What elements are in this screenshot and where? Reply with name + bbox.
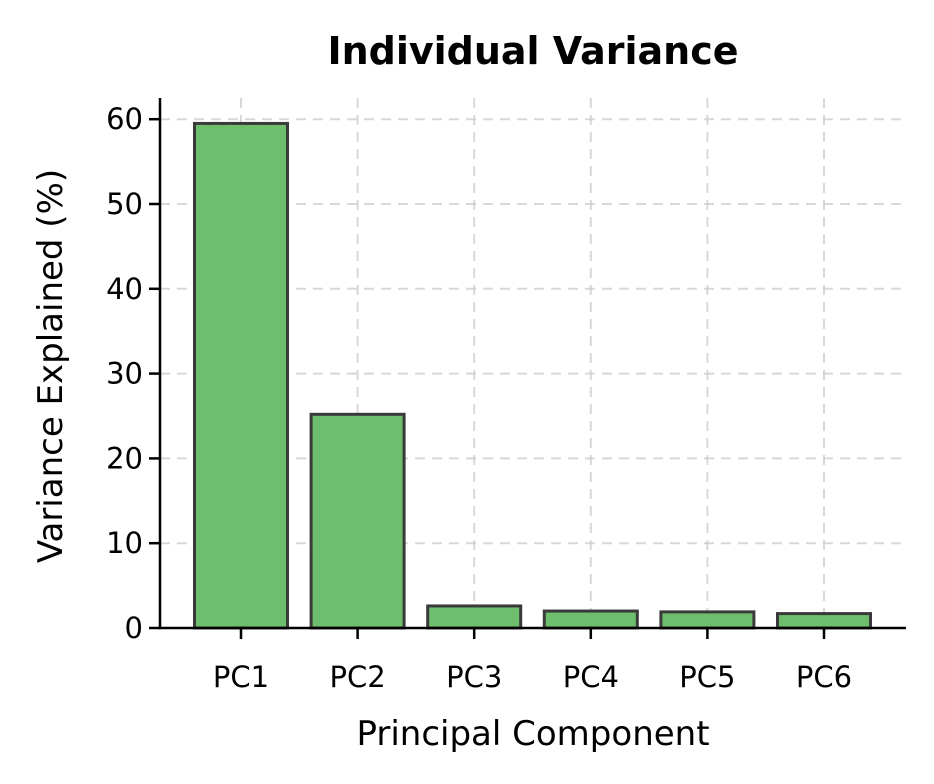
x-tick-label: PC4: [563, 660, 619, 694]
chart-title: Individual Variance: [327, 29, 738, 73]
y-tick-label: 60: [106, 102, 143, 136]
bar-pc4: [542, 609, 639, 630]
x-ticks: PC1 PC2 PC3 PC4 PC5 PC6: [213, 628, 852, 694]
x-tick-label: PC5: [679, 660, 735, 694]
x-tick-label: PC2: [330, 660, 386, 694]
y-tick-label: 0: [125, 611, 143, 645]
x-tick-label: PC6: [796, 660, 852, 694]
y-tick-label: 40: [106, 272, 143, 306]
x-axis-label: Principal Component: [356, 714, 709, 754]
bar-pc3: [426, 604, 523, 630]
y-tick-label: 50: [106, 187, 143, 221]
bars: [193, 121, 872, 630]
bar-pc2: [309, 412, 406, 630]
y-ticks: 0 10 20 30 40 50 60: [106, 102, 160, 645]
bar-pc1: [193, 121, 289, 630]
bar-pc5: [659, 610, 756, 630]
y-axis-label: Variance Explained (%): [31, 169, 71, 563]
y-tick-label: 10: [106, 526, 143, 560]
x-tick-label: PC3: [446, 660, 502, 694]
bar-pc6: [776, 612, 872, 630]
axes: [158, 98, 906, 630]
y-tick-label: 30: [106, 357, 143, 391]
x-tick-label: PC1: [213, 660, 269, 694]
y-tick-label: 20: [106, 441, 143, 475]
